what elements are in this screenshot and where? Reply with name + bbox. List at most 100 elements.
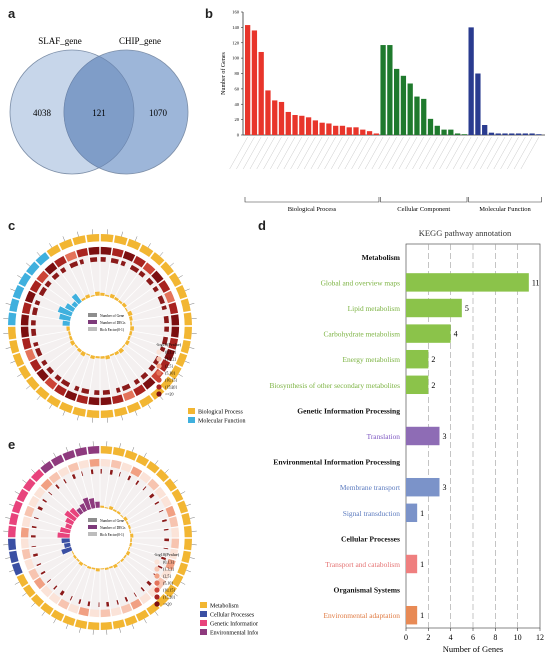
outer-tick xyxy=(189,303,195,305)
group-bracket xyxy=(380,197,468,203)
deg-ring-segment xyxy=(69,261,79,269)
bar xyxy=(353,127,359,135)
deg-ring-segment xyxy=(35,347,43,357)
rich-factor-bar xyxy=(76,507,84,515)
category-ring-segment xyxy=(11,500,23,514)
spoke xyxy=(121,347,155,381)
x-tick-label-stub xyxy=(378,136,397,170)
bar xyxy=(406,503,418,523)
spoke xyxy=(26,335,72,351)
bar xyxy=(380,45,386,135)
deg-ring-segment xyxy=(31,545,37,548)
bar xyxy=(406,375,429,395)
spoke xyxy=(104,355,113,403)
pvalue-ring-segment xyxy=(76,247,89,258)
group-bracket xyxy=(468,197,542,203)
deg-ring-segment xyxy=(94,390,100,395)
deg-ring-segment xyxy=(100,257,106,262)
pvalue-legend-dot xyxy=(156,384,162,390)
pvalue-ring-segment xyxy=(29,280,42,293)
pvalue-ring-segment xyxy=(160,495,172,508)
deg-ring-segment xyxy=(145,277,154,286)
bar-value-label: 5 xyxy=(465,304,469,313)
bar xyxy=(346,127,352,135)
outer-tick xyxy=(26,262,31,267)
category-ring-segment xyxy=(86,234,100,243)
pvalue-ring-segment xyxy=(120,603,133,614)
bar xyxy=(339,125,346,135)
x-tick-label-stub xyxy=(446,136,465,170)
category-ring-segment xyxy=(171,573,184,588)
bar xyxy=(536,134,542,135)
outer-tick xyxy=(131,624,135,629)
x-tick-label-stub xyxy=(371,136,391,170)
rich-factor-bar xyxy=(71,293,82,305)
outer-tick xyxy=(31,469,36,474)
rich-factor-bar xyxy=(120,558,125,563)
bar xyxy=(373,133,379,135)
deg-ring-segment xyxy=(124,596,129,602)
rich-factor-bar xyxy=(114,350,120,356)
category-ring-segment xyxy=(35,386,50,400)
category-ring-segment xyxy=(9,512,19,526)
pvalue-ring-segment xyxy=(164,290,176,304)
bar-value-label: 3 xyxy=(443,432,447,441)
category-ring-segment xyxy=(12,285,25,300)
rich-factor-bar xyxy=(100,568,105,570)
series-legend-label: Number of DEGs xyxy=(100,321,126,325)
rich-factor-bar xyxy=(118,299,123,305)
panel-label-d: d xyxy=(258,218,266,233)
bar xyxy=(468,27,474,135)
category-ring-segment xyxy=(139,394,154,408)
pvalue-ring-segment xyxy=(130,598,143,610)
rich-factor-bar xyxy=(124,340,130,346)
pvalue-ring-segment xyxy=(24,505,35,518)
pvalue-ring-segment xyxy=(110,459,122,469)
deg-ring-segment xyxy=(31,320,36,326)
outer-tick xyxy=(9,569,14,573)
deg-ring-segment xyxy=(138,270,146,278)
spoke xyxy=(29,505,73,526)
pvalue-legend-label: (10,15] xyxy=(163,588,175,594)
pvalue-ring-segment xyxy=(133,384,146,397)
bar xyxy=(406,273,529,292)
deg-ring-segment xyxy=(42,498,47,503)
bar xyxy=(488,132,495,135)
rich-factor-bar xyxy=(57,532,70,538)
deg-ring-segment xyxy=(149,493,155,499)
x-tick-label-stub xyxy=(303,136,323,170)
rich-factor-bar xyxy=(130,533,134,538)
category-ring-segment xyxy=(135,609,150,622)
category-ring-segment xyxy=(8,525,17,538)
spoke xyxy=(129,541,177,550)
x-tick-label-stub xyxy=(500,136,519,170)
bar xyxy=(529,133,535,135)
y-tick-label: 100 xyxy=(232,56,240,61)
pvalue-legend-label: (2,5] xyxy=(163,574,171,580)
spoke xyxy=(126,290,170,313)
pvalue-ring-segment xyxy=(21,302,32,315)
panel-label-b: b xyxy=(205,6,213,21)
panel-label-c: c xyxy=(8,218,16,233)
x-tick-label: 10 xyxy=(514,633,522,642)
pvalue-ring-segment xyxy=(158,359,171,372)
spoke xyxy=(117,350,146,389)
deg-ring-segment xyxy=(48,491,53,496)
rich-factor-bar xyxy=(83,563,88,567)
spoke xyxy=(49,479,81,516)
pvalue-ring-segment xyxy=(33,577,46,590)
deg-ring-segment xyxy=(106,601,110,607)
rich-factor-bar xyxy=(95,568,100,572)
bar xyxy=(272,100,278,135)
outer-tick xyxy=(36,252,41,257)
x-tick-label-stub xyxy=(439,136,458,170)
pvalue-legend-dot xyxy=(156,391,162,397)
category-ring-segment xyxy=(9,298,20,312)
rich-factor-bar xyxy=(127,546,131,551)
deg-ring-segment xyxy=(140,371,149,380)
pvalue-ring-segment xyxy=(28,495,40,508)
spoke xyxy=(25,515,71,530)
pvalue-ring-segment xyxy=(154,486,167,499)
category-ring-segment xyxy=(62,449,76,461)
bar xyxy=(434,125,440,135)
